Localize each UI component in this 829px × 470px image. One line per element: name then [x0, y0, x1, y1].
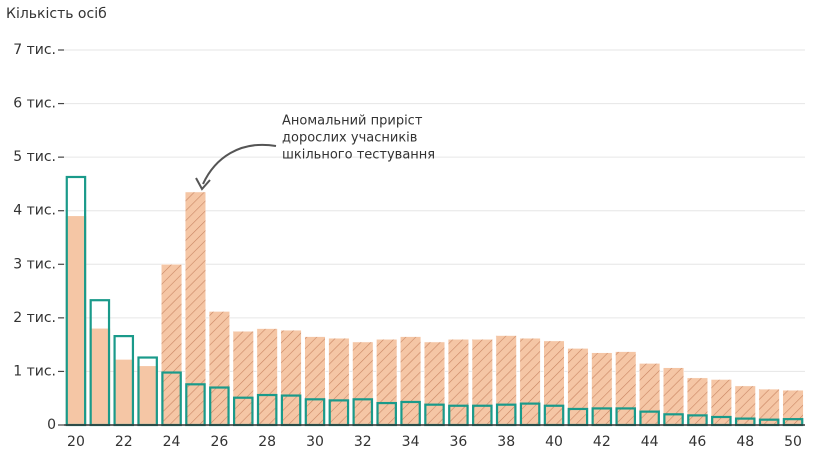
bar — [447, 339, 469, 426]
y-tick-label: 4 тис. — [13, 203, 56, 219]
bar — [89, 328, 111, 425]
annotation-line: Аномальний приріст — [282, 114, 423, 129]
x-tick-label: 20 — [67, 434, 85, 450]
bar — [376, 339, 398, 426]
bar — [639, 363, 661, 426]
y-tick-label: 1 тис. — [13, 363, 56, 379]
x-tick-label: 48 — [736, 434, 754, 450]
x-tick-label: 24 — [163, 434, 181, 450]
annotation: Аномальний приріст дорослих учасників шк… — [195, 114, 435, 191]
bar — [137, 366, 158, 425]
x-tick-label: 38 — [497, 434, 515, 450]
y-tick-label: 7 тис. — [13, 42, 56, 58]
bar — [543, 340, 565, 426]
x-tick-label: 34 — [402, 434, 420, 450]
y-tick-label: 2 тис. — [13, 310, 56, 326]
arrow-head — [195, 177, 211, 191]
x-tick-label: 42 — [593, 434, 611, 450]
x-tick-label: 44 — [641, 434, 659, 450]
y-tick-label: 0 — [47, 417, 56, 433]
bar — [400, 336, 422, 426]
bar — [280, 329, 302, 426]
y-tick-label: 3 тис. — [13, 256, 56, 272]
bar — [615, 351, 637, 426]
bar — [232, 331, 254, 426]
annotation-arrow — [202, 143, 277, 185]
bar — [663, 367, 685, 426]
x-tick-label: 22 — [115, 434, 133, 450]
x-tick-label: 26 — [210, 434, 228, 450]
y-tick-label: 6 тис. — [13, 96, 56, 112]
bar — [113, 359, 135, 425]
annotation-line: дорослих учасників — [282, 131, 417, 146]
bar — [423, 341, 446, 426]
bar — [471, 339, 493, 426]
bar — [519, 337, 541, 426]
annotation-line: шкільного тестування — [282, 148, 435, 163]
x-tick-label: 50 — [784, 434, 802, 450]
bar — [591, 352, 613, 426]
bar — [352, 341, 374, 426]
x-tick-label: 28 — [258, 434, 276, 450]
x-tick-label: 46 — [689, 434, 707, 450]
bar — [208, 311, 230, 426]
bar — [304, 336, 326, 426]
bar — [184, 191, 206, 426]
bar — [328, 337, 350, 426]
bar — [710, 379, 732, 426]
bar — [567, 348, 589, 426]
x-tick-label: 32 — [354, 434, 372, 450]
x-tick-label: 30 — [306, 434, 324, 450]
bar — [256, 328, 278, 426]
x-tick-label: 40 — [545, 434, 563, 450]
bar — [495, 335, 517, 426]
y-axis-title: Кількість осіб — [6, 6, 107, 22]
x-tick-label: 36 — [449, 434, 467, 450]
bar — [686, 377, 708, 426]
y-tick-label: 5 тис. — [13, 149, 56, 165]
bar — [65, 216, 87, 425]
bar — [161, 264, 183, 426]
